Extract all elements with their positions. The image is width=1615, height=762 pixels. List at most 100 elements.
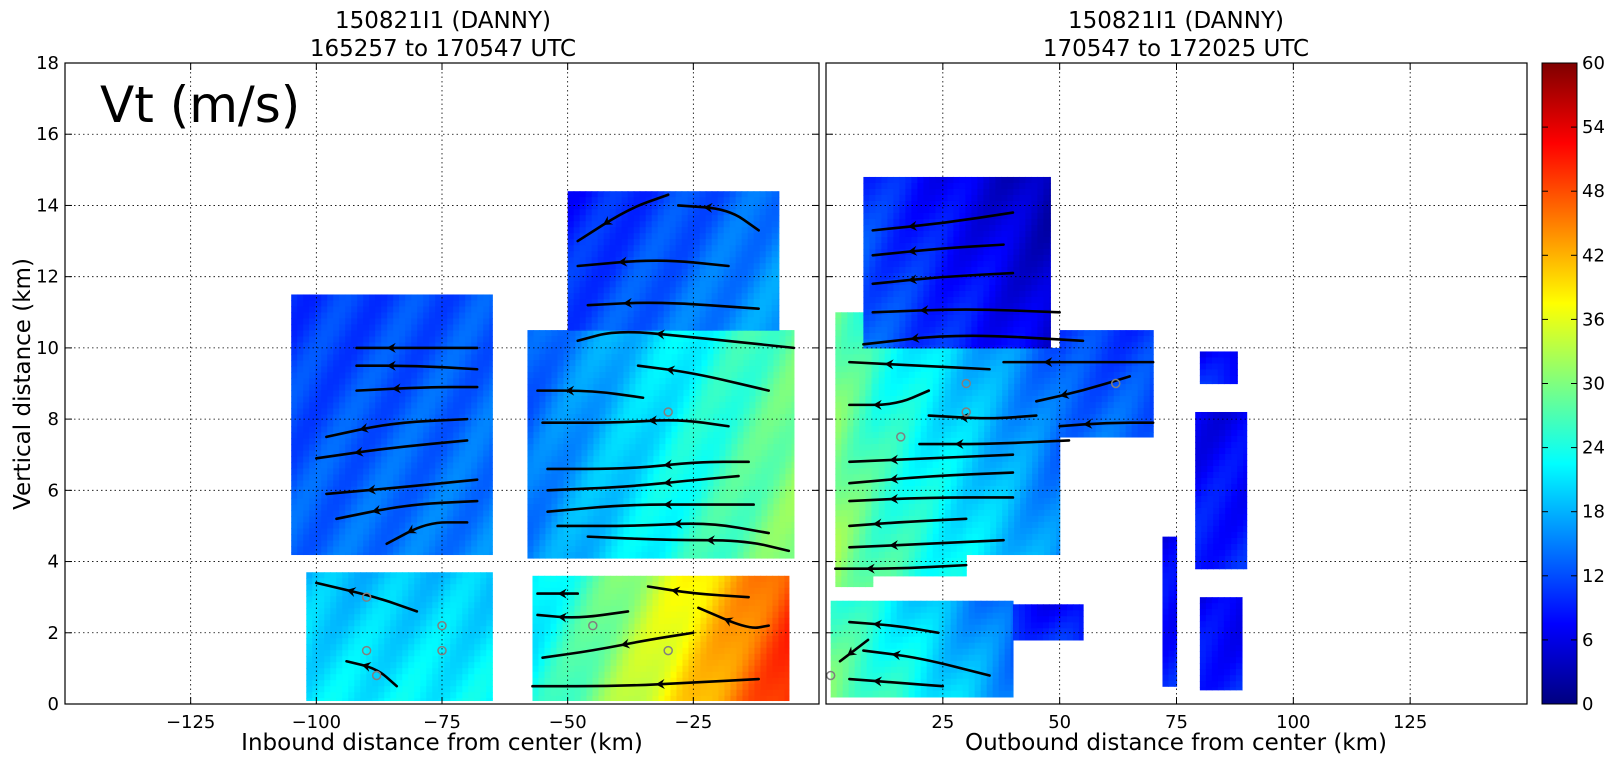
heat-cell [297,366,304,374]
heat-cell [426,644,433,651]
heat-cell [755,396,763,403]
heat-cell [544,581,552,589]
heat-cell [483,510,490,518]
heat-cell [711,281,719,288]
heat-cell [441,540,448,548]
heat-cell [713,390,721,397]
heat-cell [773,420,781,427]
heat-cell [387,474,394,482]
heat-cell [318,638,325,645]
heat-cell [585,281,593,288]
heat-cell [533,384,541,391]
heat-cell [629,390,637,397]
heat-cell [291,522,298,530]
heat-cell [330,638,337,645]
heat-cell [735,287,743,294]
heat-cell [580,677,588,685]
heat-cell [647,348,655,355]
heat-cell [378,578,385,585]
heat-cell [539,378,547,385]
heat-cell [773,546,781,553]
heat-cell [321,306,328,314]
heat-cell [297,486,304,494]
heat-cell [532,587,540,595]
heat-cell [671,396,679,403]
heat-cell [336,650,343,657]
heat-cell [665,456,673,463]
heat-cell [611,438,619,445]
heat-cell [719,396,727,403]
heat-cell [393,462,400,470]
heat-cell [483,480,490,488]
heat-cell [411,348,418,356]
heat-cell [573,227,581,234]
heat-cell [399,528,406,536]
heat-cell [791,540,795,547]
heat-cell [725,390,733,397]
heat-cell [375,348,382,356]
heat-cell [363,324,370,332]
heat-cell [605,540,613,547]
heat-cell [719,516,727,523]
heat-cell [333,390,340,398]
heat-cell [677,450,685,457]
heat-cell [574,587,582,595]
heat-cell [372,614,379,621]
heat-cell [653,438,661,445]
heat-cell [423,318,430,326]
heat-cell [695,354,703,361]
heat-cell [711,191,719,198]
heat-cell [671,426,679,433]
heat-cell [665,384,673,391]
heat-cell [459,378,466,386]
heat-cell [592,617,600,625]
heat-cell [705,245,713,252]
heat-cell [441,546,448,554]
heat-cell [743,396,751,403]
heat-cell [486,608,493,615]
heat-cell [592,671,600,679]
heat-cell [471,294,478,302]
heat-cell [765,227,773,234]
heat-cell [645,221,653,228]
heat-cell [557,480,565,487]
heat-cell [621,275,629,282]
heat-cell [399,456,406,464]
heat-cell [617,444,625,451]
heat-cell [527,498,535,505]
heat-cell [483,534,490,542]
heat-cell [719,480,727,487]
heat-cell [581,540,589,547]
heat-cell [693,317,701,324]
heat-cell [573,257,581,264]
heat-cell [372,662,379,669]
heat-cell [591,263,599,270]
heat-cell [435,540,442,548]
heat-cell [785,414,793,421]
heat-cell [420,662,427,669]
heat-cell [563,528,571,535]
heat-cell [585,299,593,306]
heat-cell [717,197,725,204]
heat-cell [785,540,793,547]
heat-cell [719,456,727,463]
heat-cell [372,620,379,627]
heat-cell [707,372,715,379]
heat-cell [567,287,575,294]
heat-cell [615,311,623,318]
heat-cell [639,287,647,294]
heat-cell [429,504,436,512]
heat-cell [330,662,337,669]
heat-cell [699,317,707,324]
heat-cell [429,396,436,404]
heat-cell [731,528,739,535]
heat-cell [623,354,631,361]
heat-cell [665,354,673,361]
heat-cell [641,546,649,553]
heat-cell [291,444,298,452]
heat-cell [657,239,665,246]
heat-cell [414,674,421,681]
heat-cell [333,486,340,494]
heat-cell [465,504,472,512]
heat-cell [615,251,623,258]
